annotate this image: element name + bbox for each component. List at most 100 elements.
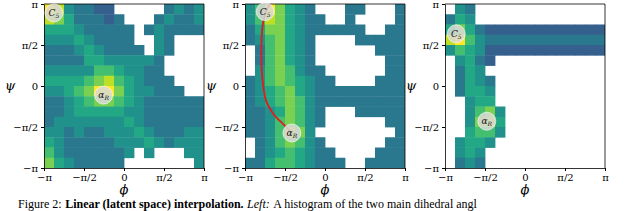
heat-cell	[44, 66, 54, 77]
heat-cell	[465, 45, 475, 56]
heat-cell	[194, 117, 204, 128]
heat-cell	[335, 86, 345, 97]
heat-cell	[555, 45, 565, 56]
heat-cell	[74, 137, 84, 148]
heat-cell	[255, 45, 265, 56]
heat-cell	[184, 117, 194, 128]
heat-cell	[595, 35, 605, 46]
heat-cell	[275, 148, 285, 159]
heat-cell	[375, 148, 385, 159]
heat-cell	[174, 107, 184, 118]
heat-cell	[245, 35, 255, 46]
heat-cell	[335, 158, 345, 168]
heat-cell	[194, 107, 204, 118]
annotation: C5	[451, 29, 462, 40]
heat-cell	[285, 148, 295, 159]
heat-cell	[255, 35, 265, 46]
caption-part: Linear (latent space) interpolation.	[65, 197, 243, 211]
heat-cell	[84, 107, 94, 118]
tick: π/2	[423, 40, 445, 51]
tick-label: −π	[238, 172, 253, 183]
heat-cell	[445, 14, 455, 25]
heat-cell	[164, 76, 174, 87]
heat-cell	[94, 45, 104, 56]
heat-cell	[194, 96, 204, 107]
heat-cell	[355, 4, 365, 15]
tick: 0	[522, 168, 528, 183]
heat-cell	[114, 107, 124, 118]
heat-cell	[94, 117, 104, 128]
y-axis-title: ψ	[5, 78, 16, 93]
heat-cell	[104, 117, 114, 128]
heat-cell	[84, 76, 94, 87]
heat-cell	[184, 96, 194, 107]
heat-cell	[355, 25, 365, 36]
heat-cell	[395, 148, 405, 159]
tick-mark	[84, 168, 85, 171]
heat-cell	[385, 158, 395, 168]
tick-mark	[285, 168, 286, 171]
heat-cell	[305, 76, 315, 87]
heat-cell	[144, 86, 154, 97]
heat-cell	[285, 66, 295, 77]
heat-cell	[154, 86, 164, 97]
heat-cell	[525, 35, 535, 46]
heat-cell	[585, 45, 595, 56]
heat-cell	[395, 4, 405, 15]
tick-label: π	[201, 172, 208, 183]
heat-cell	[255, 158, 265, 168]
heat-cell	[104, 25, 114, 36]
heat-cell	[465, 86, 475, 97]
heat-cell	[134, 96, 144, 107]
plot-area	[44, 4, 204, 168]
heat-cell	[64, 35, 74, 46]
heat-cell	[154, 45, 164, 56]
heat-cell	[455, 14, 465, 25]
heat-cell	[154, 25, 164, 36]
heat-cell	[74, 76, 84, 87]
heat-cell	[485, 76, 495, 87]
heat-cell	[174, 127, 184, 138]
heat-cell	[194, 4, 204, 15]
heat-cell	[345, 14, 355, 25]
tick-mark	[41, 168, 44, 169]
heat-cell	[295, 4, 305, 15]
heat-cell	[325, 86, 335, 97]
heat-cell	[54, 148, 64, 159]
heat-cell	[114, 25, 124, 36]
heat-cell	[395, 25, 405, 36]
heat-cell	[295, 76, 305, 87]
tick-mark	[525, 168, 526, 171]
annotation: C5	[260, 7, 271, 18]
tick-label: π	[432, 0, 439, 10]
heat-cell	[184, 137, 194, 148]
heat-cell	[445, 45, 455, 56]
heat-cell	[94, 107, 104, 118]
heat-cell	[465, 35, 475, 46]
heat-cell	[74, 86, 84, 97]
heat-cell	[104, 76, 114, 87]
heat-cell	[315, 158, 325, 168]
heat-cell	[134, 55, 144, 66]
heat-cell	[295, 148, 305, 159]
heat-cell	[174, 25, 184, 36]
heat-cell	[465, 107, 475, 118]
heat-cell	[385, 96, 395, 107]
heat-cell	[154, 76, 164, 87]
tick-label: 0	[433, 81, 439, 92]
x-axis-title: ϕ	[321, 182, 330, 197]
heat-cell	[505, 25, 515, 36]
tick: −π	[238, 168, 253, 183]
heat-cell	[124, 35, 134, 46]
heat-cell	[74, 55, 84, 66]
y-axis: −π−π/20π/2π	[214, 0, 245, 174]
heat-cell	[265, 66, 275, 77]
tick: −π	[23, 163, 44, 174]
heat-cell	[114, 127, 124, 138]
heat-cell	[245, 14, 255, 25]
heat-cell	[74, 96, 84, 107]
heat-cell	[94, 55, 104, 66]
axis-line	[245, 5, 246, 169]
heat-cell	[305, 127, 315, 138]
heat-cell	[485, 45, 495, 56]
